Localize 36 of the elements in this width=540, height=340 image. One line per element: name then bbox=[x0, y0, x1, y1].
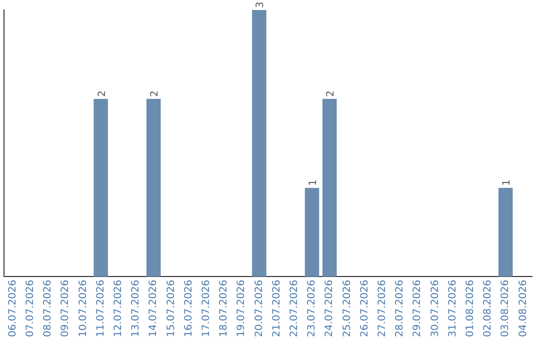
x-tick-label: 27.07.2026 bbox=[376, 280, 388, 338]
x-tick-label: 22.07.2026 bbox=[288, 280, 300, 338]
data-label: 1 bbox=[308, 179, 319, 186]
x-tick-label: 31.07.2026 bbox=[447, 280, 458, 338]
x-tick-label: 04.08.2026 bbox=[518, 280, 529, 338]
x-tick-label: 11.07.2026 bbox=[95, 280, 106, 338]
data-label: 2 bbox=[96, 90, 108, 97]
x-tick-label: 24.07.2026 bbox=[324, 280, 336, 338]
x-tick-label: 18.07.2026 bbox=[218, 280, 230, 338]
x-tick-label: 13.07.2026 bbox=[130, 280, 142, 338]
data-label: 2 bbox=[150, 90, 161, 97]
x-tick-label: 15.07.2026 bbox=[166, 280, 177, 338]
x-tick-label: 17.07.2026 bbox=[200, 280, 212, 338]
x-tick-label: 01.08.2026 bbox=[464, 280, 476, 338]
data-label: 2 bbox=[326, 90, 337, 97]
x-tick-label: 03.08.2026 bbox=[500, 280, 512, 338]
x-tick-label: 21.07.2026 bbox=[271, 280, 282, 338]
x-tick-label: 20.07.2026 bbox=[254, 280, 265, 338]
x-tick-label: 14.07.2026 bbox=[148, 280, 160, 338]
x-tick-label: 19.07.2026 bbox=[236, 280, 248, 338]
x-tick-label: 02.08.2026 bbox=[482, 280, 494, 338]
x-tick-label: 26.07.2026 bbox=[359, 280, 370, 338]
x-tick-label: 07.07.2026 bbox=[24, 280, 36, 338]
x-tick-label: 06.07.2026 bbox=[7, 280, 18, 338]
x-tick-label: 10.07.2026 bbox=[78, 280, 89, 338]
x-tick-label: 30.07.2026 bbox=[430, 280, 441, 338]
x-tick-label: 16.07.2026 bbox=[183, 280, 194, 338]
x-tick-label: 12.07.2026 bbox=[112, 280, 124, 338]
data-label: 3 bbox=[255, 2, 266, 8]
x-tick-label: 25.07.2026 bbox=[342, 280, 353, 338]
x-tick-label: 29.07.2026 bbox=[412, 280, 424, 338]
x-tick-label: 28.07.2026 bbox=[394, 280, 406, 338]
x-tick-label: 09.07.2026 bbox=[60, 280, 72, 338]
x-tick-label: 23.07.2026 bbox=[306, 280, 318, 338]
data-label: 1 bbox=[502, 179, 513, 186]
x-tick-label: 08.07.2026 bbox=[42, 280, 54, 338]
